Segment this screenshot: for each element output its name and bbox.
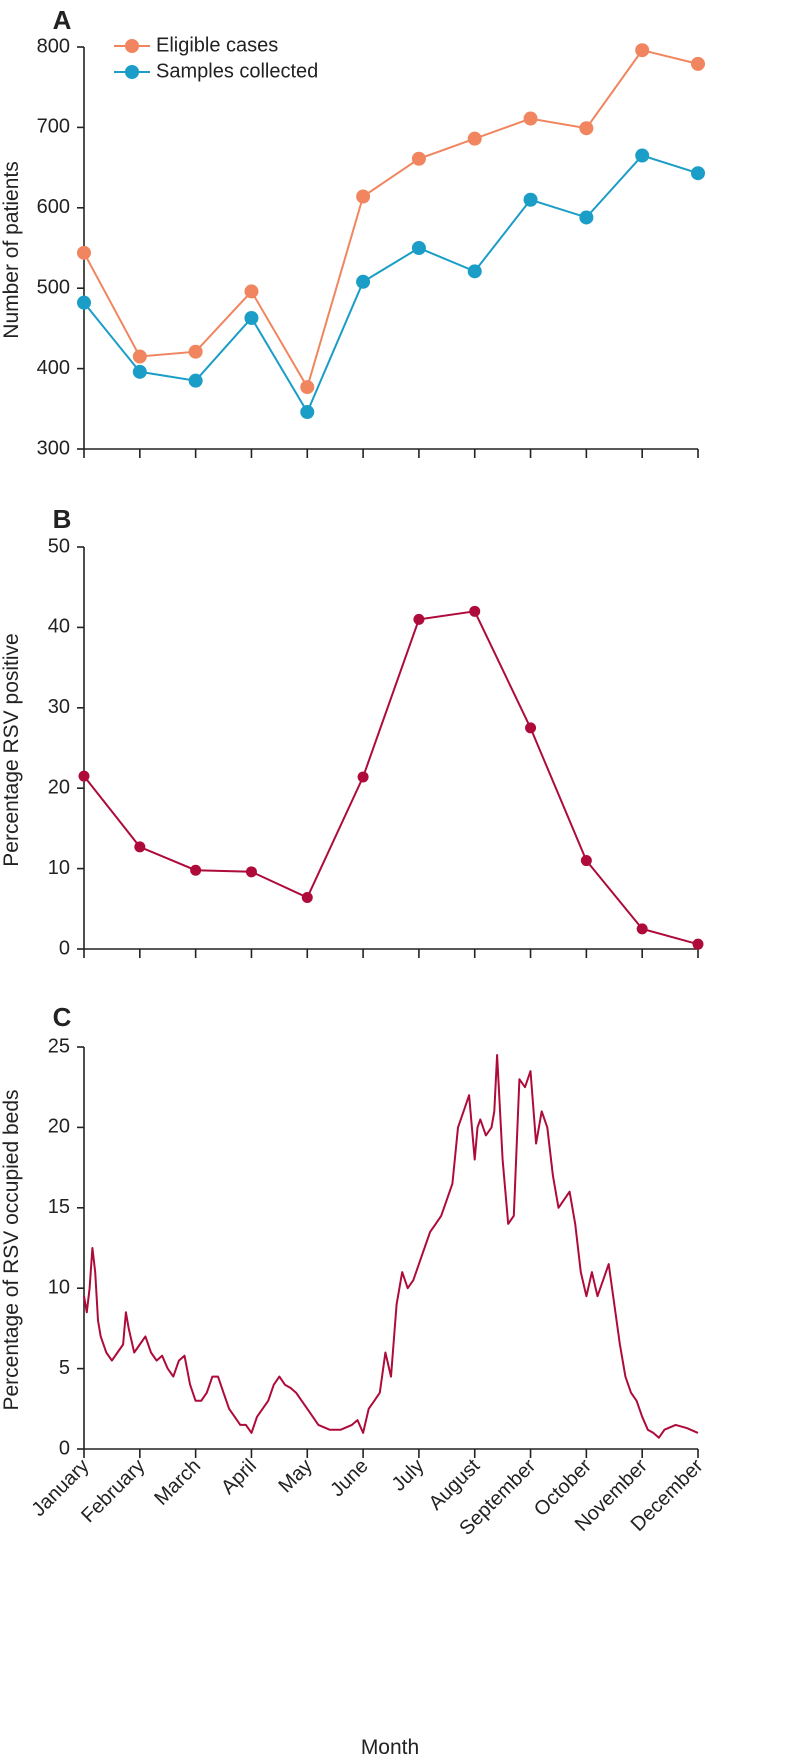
data-point-eligible-cases-october [579,121,594,136]
data-point-samples-collected-january [77,295,91,310]
data-point-series-may [301,892,313,904]
series-line-eligible-cases [83,49,699,390]
data-point-eligible-cases-july [411,151,426,166]
data-point-samples-collected-october [579,210,594,225]
data-point-eligible-cases-september [523,111,538,126]
panel-label: A [53,5,72,35]
data-point-series-january [78,770,90,782]
y-tick-label: 20 [48,776,70,798]
x-tick-label-june: June [326,1455,372,1501]
data-point-eligible-cases-march [188,344,203,359]
data-point-series-april [245,866,257,878]
data-point-samples-collected-september [523,192,538,207]
data-point-series-june [357,771,369,783]
data-point-eligible-cases-june [356,189,371,204]
data-point-series-november [636,923,648,935]
data-point-series-august [469,605,481,617]
x-tick-label-may: May [275,1455,317,1497]
data-point-series-october [580,855,592,867]
data-point-eligible-cases-april [244,284,259,299]
y-tick-label: 25 [48,1035,70,1057]
y-tick-label: 400 [37,357,70,379]
data-point-eligible-cases-february [132,349,147,364]
y-tick-label: 10 [48,1276,70,1298]
y-tick-label: 300 [37,437,70,459]
data-point-series-february [134,841,146,853]
legend-marker-samples-collected [125,65,139,79]
data-point-eligible-cases-january [77,245,91,260]
data-point-series-september [525,722,537,734]
y-tick-label: 30 [48,696,70,718]
panel-b: B 0 10 20 30 40 50 Percentage RSV positive [0,504,704,959]
series-line-series [83,610,699,946]
data-point-eligible-cases-december [691,56,705,71]
y-tick-label: 20 [48,1116,70,1138]
y-tick-label: 0 [59,937,70,959]
y-axis-title: Number of patients [0,161,23,338]
panel-label: C [53,1002,72,1032]
x-tick-label-april: April [217,1455,261,1499]
y-tick-label: 0 [59,1437,70,1459]
data-point-samples-collected-may [300,405,315,420]
data-point-samples-collected-august [467,264,482,279]
series-line-samples-collected [83,154,699,415]
panel-label: B [53,504,72,534]
y-tick-label: 50 [48,535,70,557]
y-tick-label: 40 [48,616,70,638]
y-tick-label: 600 [37,196,70,218]
data-point-eligible-cases-may [300,380,315,395]
data-point-series-december [692,938,704,950]
data-point-samples-collected-december [691,166,705,181]
x-tick-label-july: July [388,1455,429,1496]
y-tick-label: 800 [37,35,70,57]
data-point-samples-collected-june [356,274,371,289]
data-point-samples-collected-july [411,241,426,255]
data-point-eligible-cases-november [635,43,650,58]
data-point-eligible-cases-august [467,131,482,146]
series-line-series [83,1054,699,1439]
data-point-series-july [413,613,425,625]
x-axis-title: Month [361,1736,419,1759]
legend-label-samples-collected: Samples collected [156,60,318,82]
data-point-samples-collected-march [188,373,203,388]
y-axis-title: Percentage RSV positive [0,633,23,866]
data-point-series-march [190,864,202,876]
legend-marker-eligible-cases [125,39,139,53]
x-tick-label-march: March [150,1455,205,1510]
y-tick-label: 500 [37,276,70,298]
data-point-samples-collected-february [132,364,147,379]
y-tick-label: 700 [37,116,70,138]
y-tick-label: 15 [48,1196,70,1218]
y-tick-label: 5 [59,1357,70,1379]
legend-label-eligible-cases: Eligible cases [156,34,278,56]
data-point-samples-collected-november [635,148,650,163]
data-point-samples-collected-april [244,310,259,325]
y-tick-label: 10 [48,857,70,879]
panel-a: A 300 400 500 600 700 800 Number of patients Eli… [0,5,705,459]
y-axis-title: Percentage of RSV occupied beds [0,1089,23,1410]
